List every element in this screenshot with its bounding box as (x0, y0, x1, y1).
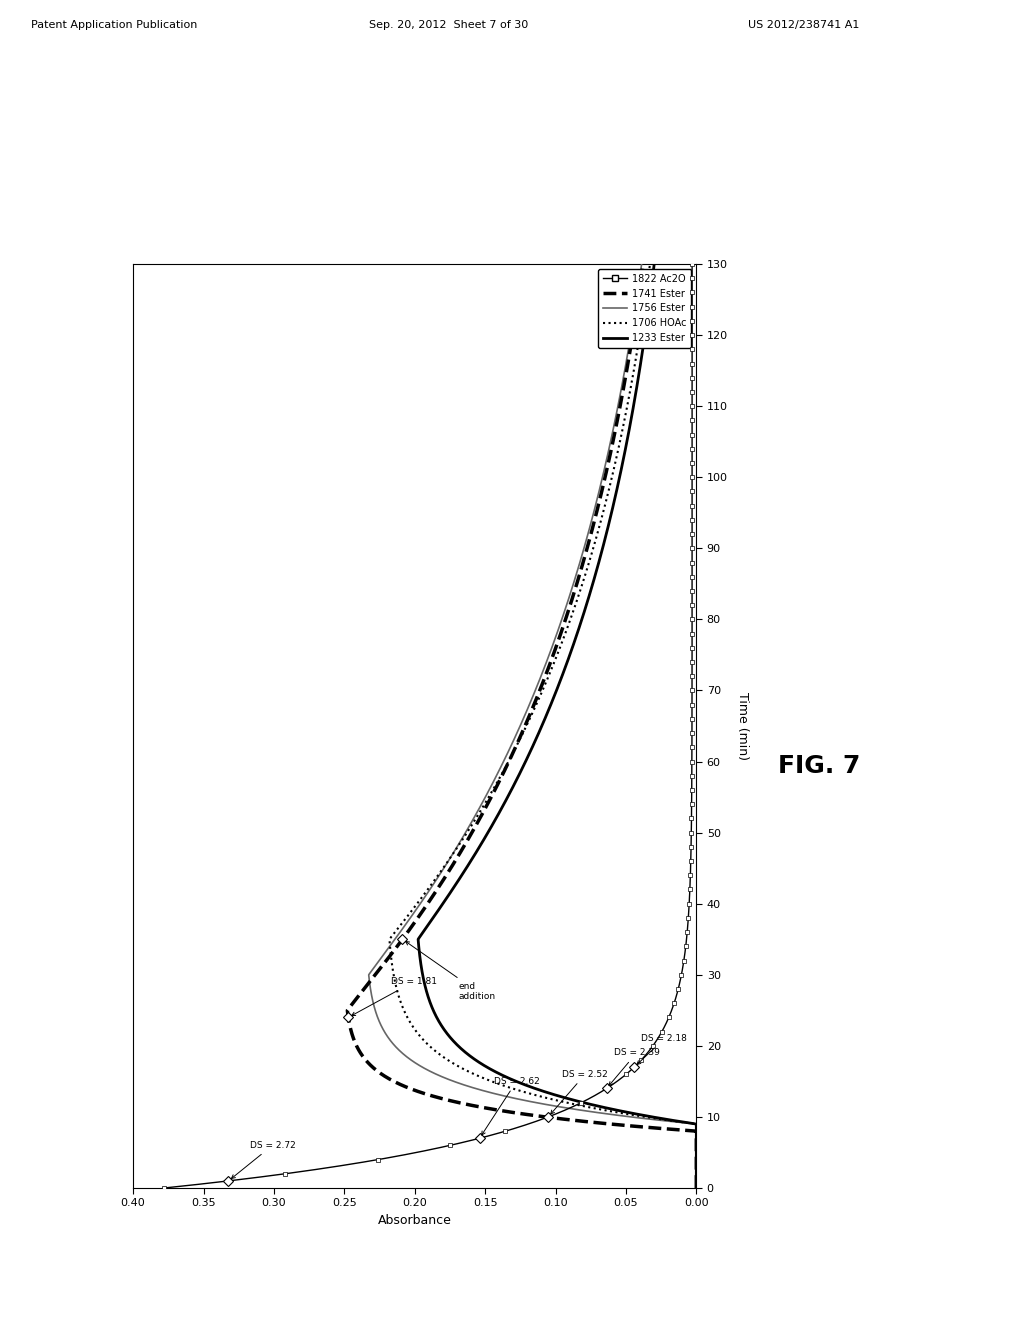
Legend: 1822 Ac2O, 1741 Ester, 1756 Ester, 1706 HOAc, 1233 Ester: 1822 Ac2O, 1741 Ester, 1756 Ester, 1706 … (598, 269, 691, 348)
Text: DS = 1.81: DS = 1.81 (351, 977, 436, 1015)
Text: DS = 2.62: DS = 2.62 (481, 1077, 540, 1135)
Text: FIG. 7: FIG. 7 (778, 754, 860, 777)
Text: end
addition: end addition (406, 941, 496, 1002)
Text: DS = 2.18: DS = 2.18 (637, 1035, 687, 1064)
Text: DS = 2.72: DS = 2.72 (231, 1140, 295, 1179)
Text: Patent Application Publication: Patent Application Publication (31, 20, 197, 30)
Text: DS = 2.39: DS = 2.39 (609, 1048, 659, 1085)
Text: DS = 2.52: DS = 2.52 (551, 1069, 608, 1114)
Y-axis label: Time (min): Time (min) (736, 692, 750, 760)
X-axis label: Absorbance: Absorbance (378, 1214, 452, 1228)
Text: Sep. 20, 2012  Sheet 7 of 30: Sep. 20, 2012 Sheet 7 of 30 (369, 20, 528, 30)
Text: US 2012/238741 A1: US 2012/238741 A1 (748, 20, 859, 30)
